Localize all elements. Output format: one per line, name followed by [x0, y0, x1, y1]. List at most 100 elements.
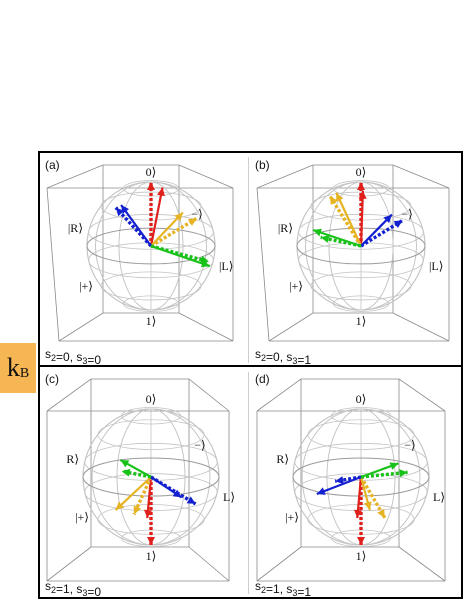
state-label-front: |+⟩: [79, 279, 93, 293]
vector-head-red-dashed: [147, 182, 155, 190]
vector-head-blue-solid: [121, 204, 130, 214]
box-edge: [256, 164, 314, 189]
vector-head-red-solid: [157, 187, 165, 197]
vector-head-green-solid: [389, 462, 399, 470]
state-label-back: −⟩: [191, 207, 202, 221]
box-edge: [392, 164, 450, 189]
panel-a: 0⟩ 1⟩ |R⟩ |L⟩ |+⟩ −⟩ (a) s2=0, s3=0: [45, 158, 234, 367]
state-label-left: R⟩: [66, 452, 79, 466]
vector-head-yellow-solid: [174, 212, 183, 222]
vector-head-red-dashed: [357, 182, 365, 190]
state-label-left: R⟩: [276, 452, 289, 466]
panel-tag: (d): [255, 372, 270, 386]
vector-head-blue-dashed: [186, 496, 196, 504]
box-edge: [58, 312, 104, 342]
state-label-top: 0⟩: [356, 392, 367, 406]
box-edge: [46, 164, 104, 189]
state-label-front: |+⟩: [285, 510, 299, 524]
vector-head-green-dashed: [320, 235, 330, 243]
vector-head-yellow-solid: [336, 192, 344, 202]
panel-caption: s2=0, s3=0: [45, 347, 101, 367]
state-label-left: |R⟩: [68, 221, 83, 235]
vector-head-red-dashed: [147, 537, 155, 545]
vector-head-green-solid: [313, 228, 322, 237]
box-edge: [256, 378, 302, 412]
k-b-sub: B: [19, 366, 30, 381]
box-edge: [46, 546, 92, 582]
box-edge: [178, 312, 234, 342]
box-edge: [256, 187, 270, 342]
vector-yellow-solid: [114, 476, 152, 511]
vector-head-green-dashed: [121, 468, 131, 477]
vector-blue-dashed: [360, 218, 404, 248]
vector-head-yellow-dashed: [329, 195, 338, 205]
vector-head-red-solid: [358, 190, 367, 199]
vector-head-yellow-solid: [115, 501, 125, 511]
vector-head-blue-dashed: [393, 220, 403, 228]
vector-head-green-dashed: [399, 469, 408, 478]
box-edge: [188, 546, 230, 582]
state-label-top: 0⟩: [146, 392, 157, 406]
state-label-right: |L⟩: [219, 259, 233, 273]
state-label-top: 0⟩: [146, 165, 157, 179]
panel-b: 0⟩ 1⟩ |R⟩ |L⟩ |+⟩ −⟩ (b) s2=0, s3=1: [255, 158, 450, 367]
vector-head-blue-solid: [383, 214, 392, 224]
panel-tag: (a): [45, 158, 60, 172]
vector-green-solid: [150, 244, 211, 268]
vector-yellow-solid: [335, 192, 362, 247]
vector-head-yellow-dashed: [133, 505, 141, 515]
vector-head-yellow-dashed: [187, 218, 197, 226]
state-label-back: −⟩: [401, 207, 412, 221]
box-edge: [256, 546, 302, 582]
state-label-bottom: 1⟩: [356, 549, 367, 563]
vector-yellow-dashed: [150, 216, 198, 248]
k-b-main: k: [6, 353, 20, 382]
vector-head-green-dashed: [200, 255, 209, 264]
panel-tag: (c): [45, 372, 59, 386]
vector-head-blue-solid: [172, 489, 182, 498]
box-edge: [392, 312, 450, 342]
state-label-right: L⟩: [223, 490, 235, 504]
box-edge: [268, 312, 314, 342]
vector-green-solid: [312, 228, 362, 248]
panel-d: 0⟩ 1⟩ R⟩ L⟩ |+⟩ −⟩ (d) s2=1, s3=1: [255, 372, 446, 599]
state-label-left: |R⟩: [278, 221, 293, 235]
state-label-bottom: 1⟩: [146, 314, 157, 328]
panel-c: 0⟩ 1⟩ R⟩ L⟩ |+⟩ −⟩ (c) s2=1, s3=0: [45, 372, 235, 599]
vector-head-yellow-dashed: [377, 508, 385, 518]
bottom-row-frame: [38, 365, 463, 599]
vector-head-green-solid: [120, 460, 130, 468]
box-edge: [188, 378, 230, 412]
vector-head-red-solid: [144, 509, 152, 519]
vector-red-solid: [359, 190, 365, 247]
vector-blue-solid: [120, 204, 152, 247]
box-edge: [398, 378, 446, 412]
state-label-back: −⟩: [194, 438, 205, 452]
bottom-row-divider: [248, 372, 249, 594]
vector-blue-dashed: [150, 475, 197, 506]
vector-green-dashed: [360, 470, 408, 479]
panel-caption: s2=1, s3=1: [255, 579, 311, 599]
state-label-back: −⟩: [404, 438, 415, 452]
vector-red-solid: [149, 187, 164, 247]
vector-head-blue-dashed: [335, 476, 344, 484]
vector-yellow-dashed: [132, 476, 153, 516]
box-edge: [398, 546, 446, 582]
box-edge: [46, 187, 60, 342]
vector-head-red-dashed: [357, 537, 365, 545]
panel-caption: s2=1, s3=0: [45, 579, 101, 599]
vector-head-yellow-solid: [363, 501, 372, 511]
vector-head-red-solid: [354, 509, 362, 519]
state-label-front: |+⟩: [75, 510, 89, 524]
state-label-right: L⟩: [433, 490, 445, 504]
state-label-top: 0⟩: [356, 165, 367, 179]
state-label-bottom: 1⟩: [356, 314, 367, 328]
state-label-bottom: 1⟩: [146, 549, 157, 563]
vector-head-green-solid: [201, 259, 210, 268]
state-label-front: |+⟩: [289, 279, 303, 293]
vector-blue-dashed: [114, 206, 153, 248]
box-edge: [178, 164, 234, 189]
state-label-right: |L⟩: [429, 259, 443, 273]
